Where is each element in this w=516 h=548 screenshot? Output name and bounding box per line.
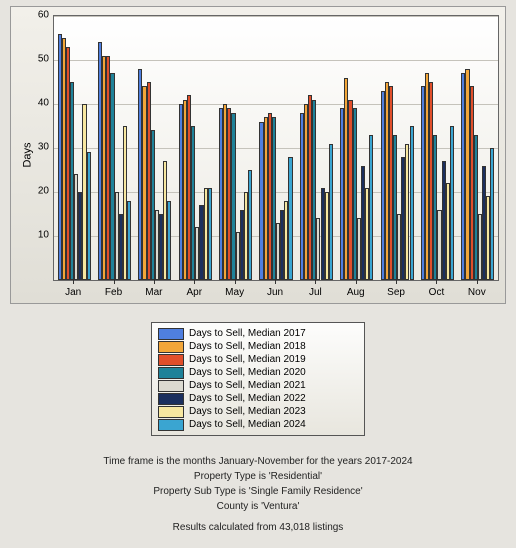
legend-swatch <box>158 380 184 392</box>
bar <box>127 201 131 280</box>
legend-swatch <box>158 419 184 431</box>
y-tick-label: 40 <box>38 98 49 109</box>
legend-swatch <box>158 393 184 405</box>
footer-line-1: Time frame is the months January-Novembe… <box>0 454 516 469</box>
legend-item: Days to Sell, Median 2023 <box>158 405 358 418</box>
x-tick-mark <box>235 280 236 284</box>
y-axis-title: Days <box>22 142 34 167</box>
bar <box>208 188 212 280</box>
bar <box>369 135 373 280</box>
x-tick-label: Jul <box>309 287 322 298</box>
x-tick-label: May <box>225 287 244 298</box>
y-tick-label: 30 <box>38 142 49 153</box>
x-tick-mark <box>275 280 276 284</box>
x-tick-mark <box>73 280 74 284</box>
legend-item: Days to Sell, Median 2021 <box>158 379 358 392</box>
y-tick-label: 60 <box>38 10 49 21</box>
footer-line-2: Property Type is 'Residential' <box>0 469 516 484</box>
x-tick-mark <box>194 280 195 284</box>
x-tick-mark <box>396 280 397 284</box>
x-tick-mark <box>436 280 437 284</box>
legend-swatch <box>158 341 184 353</box>
y-tick-label: 20 <box>38 186 49 197</box>
chart-container: Days 10 20 30 40 50 60 Jan Feb Mar Apr May Jun Jul Au… <box>10 6 506 304</box>
x-tick-mark <box>477 280 478 284</box>
plot-area <box>53 15 499 281</box>
legend-item: Days to Sell, Median 2018 <box>158 340 358 353</box>
footer-line-3: Property Sub Type is 'Single Family Resi… <box>0 484 516 499</box>
legend-label: Days to Sell, Median 2018 <box>189 341 306 352</box>
x-tick-mark <box>154 280 155 284</box>
x-tick-label: Mar <box>145 287 162 298</box>
legend-label: Days to Sell, Median 2022 <box>189 393 306 404</box>
x-tick-mark <box>114 280 115 284</box>
y-tick-label: 10 <box>38 230 49 241</box>
legend-item: Days to Sell, Median 2019 <box>158 353 358 366</box>
footer-line-4: County is 'Ventura' <box>0 499 516 514</box>
legend-label: Days to Sell, Median 2020 <box>189 367 306 378</box>
x-tick-label: Feb <box>105 287 122 298</box>
legend-label: Days to Sell, Median 2021 <box>189 380 306 391</box>
legend-item: Days to Sell, Median 2024 <box>158 418 358 431</box>
legend-item: Days to Sell, Median 2020 <box>158 366 358 379</box>
legend-swatch <box>158 406 184 418</box>
bar <box>248 170 252 280</box>
bar <box>490 148 494 280</box>
legend-label: Days to Sell, Median 2017 <box>189 328 306 339</box>
x-tick-label: Jun <box>267 287 283 298</box>
footer-text: Time frame is the months January-Novembe… <box>0 454 516 535</box>
bar <box>167 201 171 280</box>
footer-line-5: Results calculated from 43,018 listings <box>0 520 516 535</box>
bar <box>87 152 91 280</box>
y-tick-label: 50 <box>38 54 49 65</box>
bar <box>410 126 414 280</box>
bars-layer <box>54 16 498 280</box>
legend-label: Days to Sell, Median 2024 <box>189 419 306 430</box>
legend-swatch <box>158 354 184 366</box>
legend-label: Days to Sell, Median 2023 <box>189 406 306 417</box>
legend-item: Days to Sell, Median 2017 <box>158 327 358 340</box>
legend-item: Days to Sell, Median 2022 <box>158 392 358 405</box>
legend-swatch <box>158 328 184 340</box>
x-tick-label: Nov <box>468 287 486 298</box>
x-tick-mark <box>315 280 316 284</box>
bar <box>450 126 454 280</box>
x-tick-mark <box>356 280 357 284</box>
x-tick-label: Jan <box>65 287 81 298</box>
x-tick-label: Aug <box>347 287 365 298</box>
legend: Days to Sell, Median 2017 Days to Sell, M… <box>151 322 365 436</box>
legend-swatch <box>158 367 184 379</box>
bar <box>288 157 292 280</box>
bar <box>329 144 333 280</box>
x-tick-label: Sep <box>387 287 405 298</box>
x-tick-label: Oct <box>429 287 445 298</box>
x-tick-label: Apr <box>186 287 202 298</box>
legend-label: Days to Sell, Median 2019 <box>189 354 306 365</box>
